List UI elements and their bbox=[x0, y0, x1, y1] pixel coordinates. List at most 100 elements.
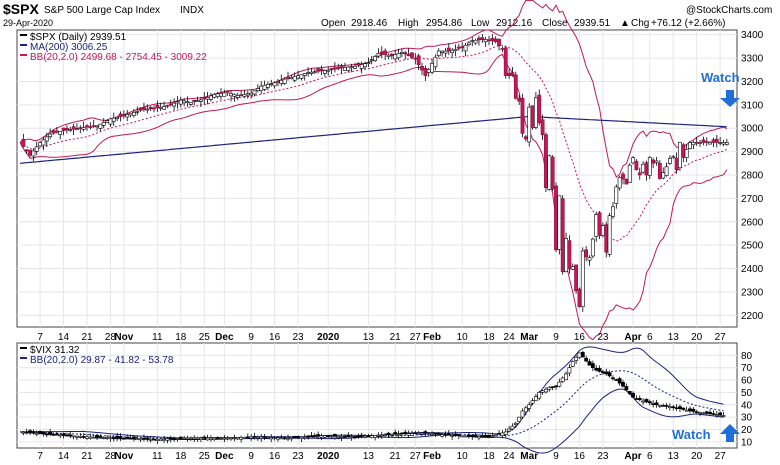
candle-body bbox=[353, 65, 357, 69]
candle bbox=[678, 141, 682, 171]
legend-swatch bbox=[20, 34, 27, 36]
candle bbox=[550, 155, 555, 192]
candle bbox=[507, 425, 512, 433]
candle bbox=[68, 126, 73, 132]
candle bbox=[667, 155, 672, 165]
candle-body bbox=[98, 436, 103, 438]
x-tick-label: 10 bbox=[457, 332, 469, 343]
candle bbox=[299, 74, 304, 81]
x-tick-label: 21 bbox=[81, 332, 93, 343]
candle-body bbox=[302, 73, 307, 76]
candle-body bbox=[530, 105, 535, 128]
candle bbox=[678, 404, 682, 413]
candle-body bbox=[332, 67, 337, 70]
x-tick-label: Nov bbox=[114, 451, 133, 462]
candle-body bbox=[172, 102, 177, 107]
candle-body bbox=[440, 50, 445, 53]
y-tick-label: 2400 bbox=[741, 264, 764, 275]
candle-body bbox=[490, 435, 495, 438]
candle bbox=[222, 89, 227, 97]
candle-body bbox=[688, 408, 692, 412]
candle-body bbox=[296, 75, 300, 79]
candle-body bbox=[537, 94, 542, 124]
x-tick-label: 6 bbox=[647, 332, 653, 343]
candle bbox=[202, 435, 207, 440]
candle-body bbox=[654, 402, 659, 406]
candle-body bbox=[416, 432, 421, 435]
x-tick-label: 11 bbox=[152, 451, 163, 462]
x-tick-label: Dec bbox=[215, 451, 234, 462]
candle-body bbox=[292, 435, 297, 438]
candle bbox=[560, 195, 565, 275]
candle bbox=[433, 54, 438, 71]
y-tick-label: 3200 bbox=[741, 77, 764, 88]
candle bbox=[125, 109, 130, 122]
candle bbox=[446, 43, 451, 55]
candle bbox=[178, 436, 183, 440]
candle bbox=[152, 105, 156, 113]
candle bbox=[557, 195, 562, 255]
candle bbox=[520, 408, 525, 420]
candle-body bbox=[128, 113, 133, 116]
candle-body bbox=[570, 266, 575, 270]
candle-body bbox=[547, 387, 552, 390]
candle-body bbox=[68, 434, 73, 437]
candle-body bbox=[316, 68, 321, 72]
candle-body bbox=[533, 396, 538, 401]
candle-body bbox=[255, 88, 260, 92]
candle bbox=[48, 128, 53, 140]
candle-body bbox=[242, 436, 247, 439]
candle-body bbox=[503, 431, 508, 435]
candle-body bbox=[718, 142, 723, 144]
x-tick-label: 13 bbox=[668, 451, 680, 462]
candle-body bbox=[292, 76, 297, 81]
exchange: INDX bbox=[180, 5, 204, 16]
x-tick-label: 10 bbox=[457, 451, 469, 462]
candle bbox=[627, 390, 632, 396]
candle-body bbox=[158, 106, 163, 109]
candle-body bbox=[252, 435, 257, 438]
candle bbox=[54, 431, 59, 436]
candle-body bbox=[148, 438, 153, 441]
candle-body bbox=[681, 144, 686, 158]
candle-body bbox=[175, 438, 180, 440]
candle-body bbox=[624, 386, 629, 391]
candle-body bbox=[51, 130, 56, 134]
candle-body bbox=[111, 117, 116, 122]
candle bbox=[165, 437, 170, 444]
candle-body bbox=[265, 84, 270, 88]
candle bbox=[450, 47, 455, 58]
candle bbox=[383, 433, 388, 437]
candle-body bbox=[61, 433, 66, 436]
candle-body bbox=[440, 434, 445, 437]
candle-body bbox=[326, 435, 331, 438]
candle-body bbox=[393, 432, 398, 435]
candle bbox=[165, 104, 170, 109]
candle bbox=[537, 390, 542, 401]
candle-body bbox=[359, 64, 364, 69]
candle bbox=[684, 144, 689, 163]
candle-body bbox=[641, 163, 646, 173]
candle bbox=[302, 433, 307, 440]
candle bbox=[597, 365, 602, 373]
candle-body bbox=[28, 430, 32, 433]
candle-body bbox=[31, 150, 36, 157]
candle-body bbox=[413, 57, 418, 60]
candle bbox=[607, 370, 612, 378]
candle-body bbox=[694, 142, 699, 144]
candle bbox=[523, 405, 528, 416]
candle bbox=[617, 175, 622, 191]
candle-body bbox=[714, 414, 719, 416]
candle-body bbox=[182, 437, 187, 440]
candle-body bbox=[503, 47, 508, 76]
candle-body bbox=[369, 435, 374, 438]
candle-body bbox=[249, 92, 254, 96]
candle bbox=[135, 106, 140, 116]
candle bbox=[724, 138, 729, 146]
candle bbox=[456, 434, 461, 440]
candle-body bbox=[152, 107, 156, 110]
candle-body bbox=[101, 122, 106, 126]
candle-body bbox=[698, 142, 702, 144]
candle-body bbox=[68, 129, 73, 131]
